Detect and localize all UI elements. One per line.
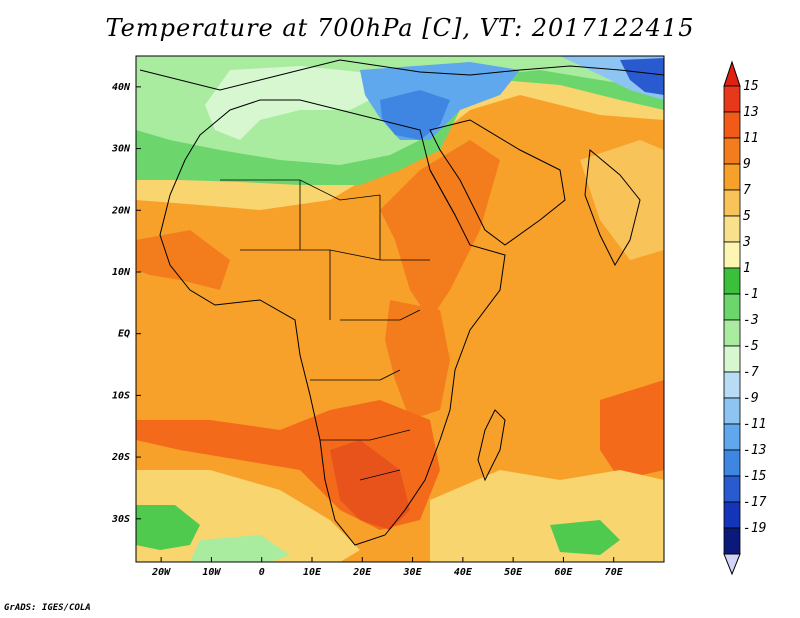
field-south-light-green: [190, 535, 290, 562]
lon-tick-label: 70E: [605, 567, 624, 578]
europe-coastline: [139, 59, 665, 91]
colorbar-swatch: [723, 449, 741, 477]
colorbar-level-label: 1: [743, 261, 751, 276]
colorbar-top-arrow: [723, 60, 741, 87]
colorbar-swatch: [723, 85, 741, 113]
field-southeast-warm-band: [600, 380, 664, 480]
lon-tick-label: 20W: [151, 567, 171, 578]
lon-tick-label: 40E: [454, 567, 473, 578]
colorbar-swatch: [723, 345, 741, 373]
colorbar-level-label: -5: [743, 339, 759, 354]
lon-tick-label: 60E: [554, 567, 573, 578]
colorbar-swatch: [723, 371, 741, 399]
colorbar-level-label: 15: [743, 79, 759, 94]
lat-tick-label: 40N: [112, 82, 131, 93]
colorbar-swatch: [723, 475, 741, 503]
lat-tick-label: 10S: [112, 390, 130, 401]
colorbar-swatch: [723, 189, 741, 217]
colorbar-swatch: [723, 397, 741, 425]
colorbar-level-label: 5: [743, 209, 751, 224]
colorbar-level-label: -9: [743, 391, 759, 406]
lon-tick-label: 20E: [352, 567, 372, 578]
lat-tick-label: 20N: [111, 205, 131, 216]
field-south-green: [136, 505, 200, 550]
arabia-coastline: [429, 119, 566, 246]
field-east-med-core: [380, 90, 450, 140]
red-sea-coast: [429, 169, 456, 216]
country-borders: [220, 179, 430, 481]
field-india-yellow: [580, 140, 664, 260]
colorbar-swatch: [723, 163, 741, 191]
colorbar-level-label: -1: [743, 287, 759, 302]
colorbar-swatch: [723, 267, 741, 295]
axis-ticks: 20W 10W 0 10E 20E 30E 40E 50E 60E 70E 40N 30N 20N 10N…: [111, 82, 624, 578]
colorbar-level-label: -19: [743, 521, 766, 536]
colorbar-level-label: 9: [743, 157, 751, 172]
lon-tick-label: 10W: [202, 567, 221, 578]
colorbar-swatch: [723, 215, 741, 243]
lat-tick-label: EQ: [118, 329, 130, 340]
colorbar-level-label: -3: [743, 313, 759, 328]
colorbar-bottom-arrow: [723, 553, 741, 576]
africa-coastline: [159, 99, 506, 546]
lon-tick-label: 0: [259, 567, 265, 578]
colorbar-level-label: -13: [743, 443, 766, 458]
lon-tick-label: 10E: [303, 567, 322, 578]
colorbar-swatch: [723, 293, 741, 321]
lat-tick-label: 30S: [111, 514, 130, 525]
colorbar-level-label: -11: [743, 417, 766, 432]
india-coastline: [584, 149, 641, 267]
field-central-east-warm: [385, 300, 450, 420]
colorbar-swatch: [723, 423, 741, 451]
lon-tick-label: 50E: [504, 567, 523, 578]
colorbar-level-label: -15: [743, 469, 767, 484]
field-sahel-warm: [136, 230, 230, 290]
colorbar-swatch: [723, 527, 741, 555]
map-frame: [135, 55, 665, 563]
colorbar-level-label: 11: [743, 131, 759, 146]
madagascar-coastline: [477, 409, 506, 482]
lon-tick-label: 30E: [403, 567, 423, 578]
colorbar-swatch: [723, 111, 741, 139]
colorbar-swatch: [723, 319, 741, 347]
coastlines: [139, 59, 665, 546]
colorbar-level-label: 3: [742, 235, 751, 250]
lat-tick-label: 30N: [111, 144, 131, 155]
colorbar-level-label: 13: [743, 105, 759, 120]
field-north-pale: [205, 66, 380, 140]
field-kalahari-hot: [330, 440, 410, 530]
field-southeast-green: [550, 520, 620, 555]
colorbar-swatch: [723, 137, 741, 165]
colorbar-swatch: [723, 501, 741, 529]
lat-tick-label: 20S: [111, 452, 130, 463]
colorbar-level-label: -7: [743, 365, 759, 380]
field-layer: [136, 56, 664, 562]
colorbar-level-label: 7: [743, 183, 751, 198]
field-east-deep-blue: [620, 58, 664, 95]
colorbar-level-label: -17: [743, 495, 767, 510]
lat-tick-label: 10N: [112, 267, 131, 278]
map-title: Temperature at 700hPa [C], VT: 201712241…: [105, 14, 695, 42]
field-arabia-warm: [380, 140, 500, 320]
colorbar-swatch: [723, 241, 741, 269]
footer-credit: GrADS: IGES/COLA: [4, 603, 91, 613]
